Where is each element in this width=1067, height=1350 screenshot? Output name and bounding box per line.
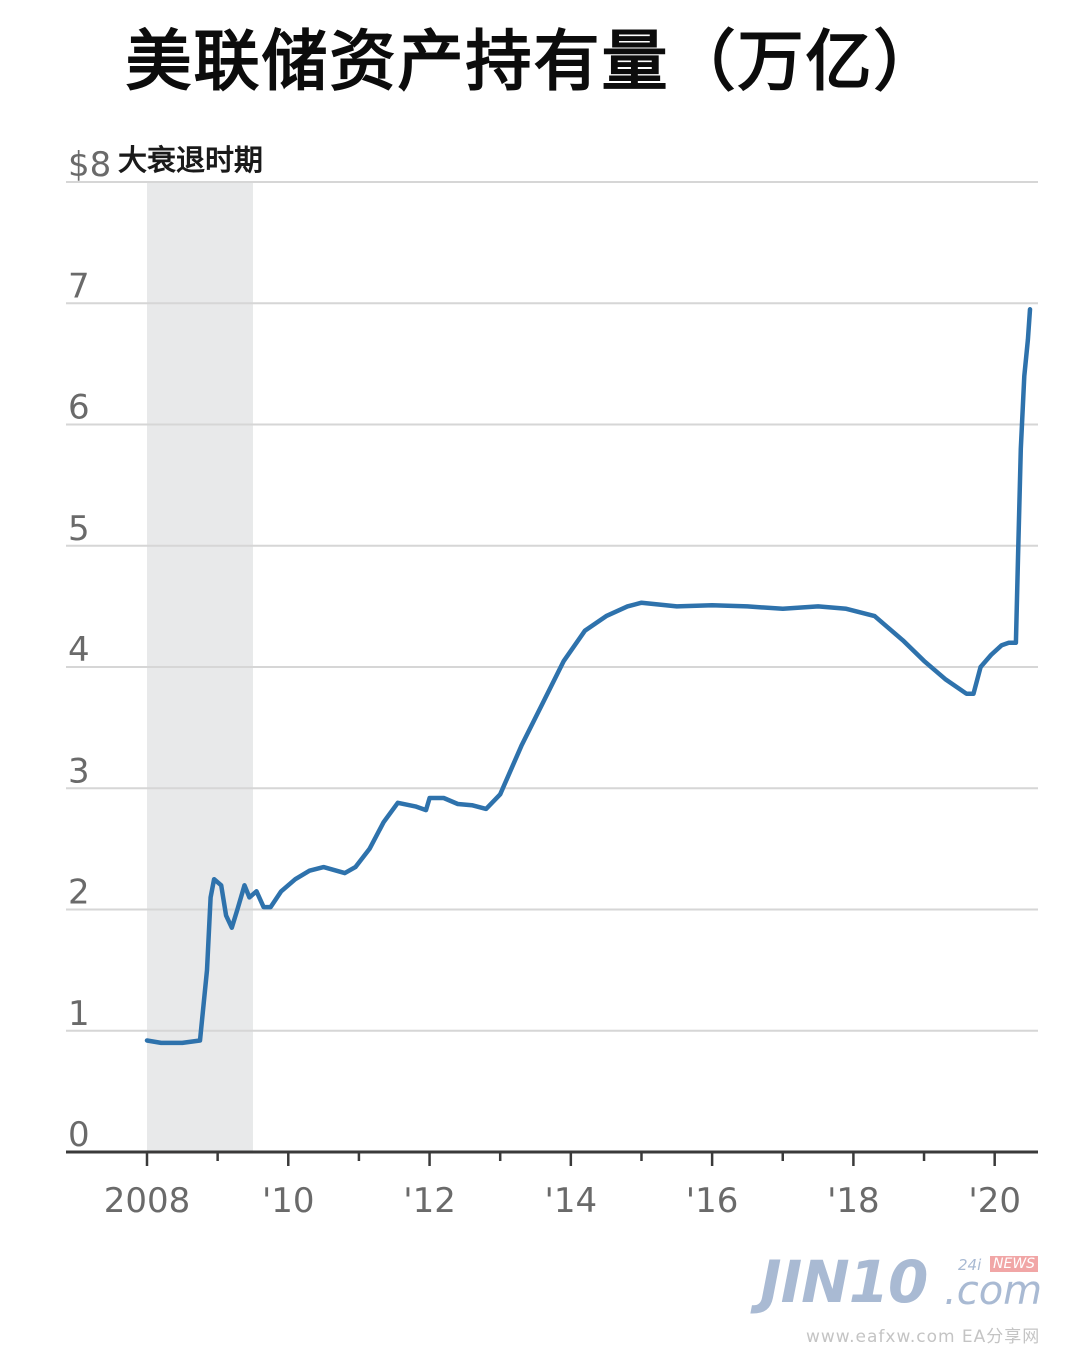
watermark-logo: JIN10 [760,1248,928,1316]
y-tick-label: 4 [68,630,90,670]
series-line [144,307,1033,1046]
x-tick-label: '18 [827,1181,880,1221]
x-tick-label: '16 [686,1181,739,1221]
y-tick-label: $8 [68,145,111,185]
y-tick-label: 7 [68,266,90,306]
y-tick-label: 3 [68,751,90,791]
y-tick-label: 0 [68,1115,90,1155]
x-tick-label: '14 [545,1181,598,1221]
y-tick-label: 2 [68,873,90,913]
y-tick-label: 5 [68,509,90,549]
x-tick-label: '12 [403,1181,456,1221]
recession-period-label: 大衰退时期 [118,140,304,180]
y-tick-label: 6 [68,388,90,428]
watermark-site: www.eafxw.com EA分享网 [806,1327,1041,1347]
y-tick-label: 1 [68,994,90,1034]
x-tick-label: '20 [968,1181,1021,1221]
chart-title: 美联储资产持有量（万亿） [125,22,942,100]
watermark-badge-24: 24i [958,1256,982,1274]
watermark-logo-suffix: .com [944,1268,1043,1314]
watermark-badge-news: NEWS [990,1256,1039,1272]
x-tick-label: '10 [262,1181,315,1221]
x-tick-label: 2008 [104,1181,191,1221]
